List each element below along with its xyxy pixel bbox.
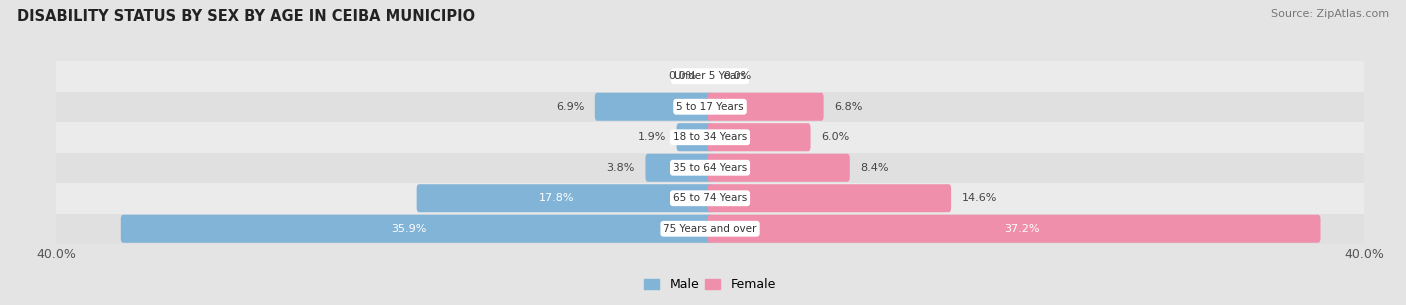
Text: 65 to 74 Years: 65 to 74 Years: [673, 193, 747, 203]
Text: Source: ZipAtlas.com: Source: ZipAtlas.com: [1271, 9, 1389, 19]
FancyBboxPatch shape: [676, 123, 713, 151]
Text: Under 5 Years: Under 5 Years: [673, 71, 747, 81]
FancyBboxPatch shape: [707, 154, 849, 182]
Text: 6.9%: 6.9%: [555, 102, 583, 112]
Text: 3.8%: 3.8%: [606, 163, 636, 173]
Text: 6.0%: 6.0%: [821, 132, 849, 142]
Bar: [56, 122, 1364, 152]
Legend: Male, Female: Male, Female: [640, 273, 780, 296]
Text: 6.8%: 6.8%: [834, 102, 863, 112]
Text: 35.9%: 35.9%: [391, 224, 426, 234]
Text: 1.9%: 1.9%: [637, 132, 666, 142]
Bar: [56, 183, 1364, 214]
Text: 14.6%: 14.6%: [962, 193, 997, 203]
Text: 35 to 64 Years: 35 to 64 Years: [673, 163, 747, 173]
Text: 18 to 34 Years: 18 to 34 Years: [673, 132, 747, 142]
Text: 37.2%: 37.2%: [1004, 224, 1040, 234]
FancyBboxPatch shape: [707, 93, 824, 121]
FancyBboxPatch shape: [416, 184, 713, 212]
Text: DISABILITY STATUS BY SEX BY AGE IN CEIBA MUNICIPIO: DISABILITY STATUS BY SEX BY AGE IN CEIBA…: [17, 9, 475, 24]
FancyBboxPatch shape: [707, 215, 1320, 243]
Bar: [56, 61, 1364, 92]
Bar: [56, 152, 1364, 183]
FancyBboxPatch shape: [707, 184, 950, 212]
FancyBboxPatch shape: [645, 154, 713, 182]
Bar: [56, 214, 1364, 244]
Text: 0.0%: 0.0%: [723, 71, 751, 81]
FancyBboxPatch shape: [121, 215, 713, 243]
Text: 5 to 17 Years: 5 to 17 Years: [676, 102, 744, 112]
Text: 0.0%: 0.0%: [669, 71, 697, 81]
Text: 8.4%: 8.4%: [860, 163, 889, 173]
Text: 75 Years and over: 75 Years and over: [664, 224, 756, 234]
FancyBboxPatch shape: [707, 123, 810, 151]
Bar: [56, 92, 1364, 122]
FancyBboxPatch shape: [595, 93, 713, 121]
Text: 17.8%: 17.8%: [538, 193, 574, 203]
